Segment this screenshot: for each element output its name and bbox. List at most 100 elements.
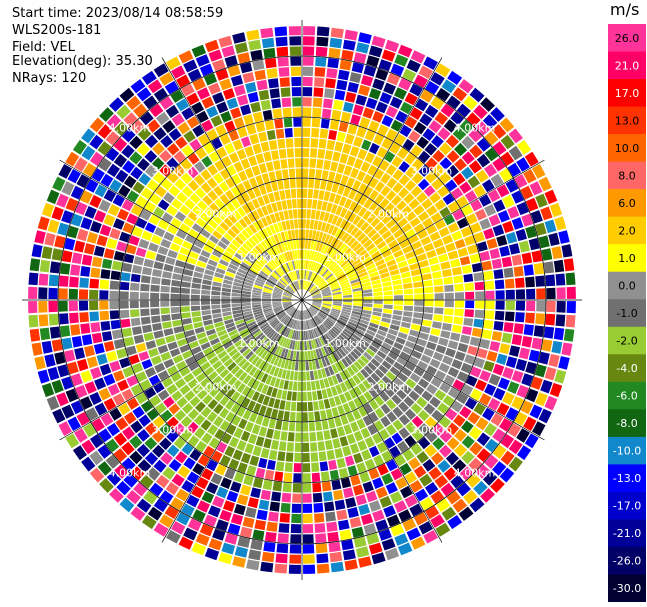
velocity-gate	[383, 300, 393, 305]
velocity-gate	[122, 222, 134, 234]
velocity-gate	[255, 259, 264, 268]
velocity-gate	[254, 358, 263, 368]
velocity-gate	[273, 234, 280, 244]
velocity-gate	[294, 361, 299, 371]
velocity-gate	[336, 163, 346, 174]
velocity-gate	[194, 351, 205, 361]
velocity-gate	[261, 362, 270, 372]
velocity-gate	[180, 429, 193, 442]
velocity-gate	[250, 101, 261, 113]
velocity-gate	[250, 487, 261, 499]
velocity-gate	[353, 397, 363, 408]
velocity-gate	[381, 115, 394, 127]
velocity-gate	[226, 490, 239, 503]
velocity-gate	[232, 256, 242, 264]
velocity-gate	[302, 158, 309, 168]
velocity-gate	[287, 307, 295, 314]
velocity-gate	[391, 432, 403, 445]
velocity-gate	[321, 307, 330, 313]
velocity-gate	[514, 174, 528, 189]
velocity-gate	[339, 529, 352, 541]
velocity-gate	[398, 427, 410, 439]
velocity-gate	[115, 169, 129, 183]
velocity-gate	[103, 341, 115, 352]
velocity-gate	[82, 162, 97, 177]
velocity-gate	[260, 270, 269, 278]
velocity-gate	[443, 119, 458, 133]
velocity-gate	[369, 445, 380, 458]
velocity-gate	[144, 387, 157, 399]
velocity-gate	[295, 260, 299, 270]
velocity-gate	[197, 200, 208, 211]
velocity-gate	[207, 333, 218, 341]
velocity-gate	[302, 320, 304, 330]
velocity-gate	[501, 332, 513, 344]
velocity-gate	[282, 298, 292, 300]
velocity-gate	[414, 344, 425, 353]
velocity-gate	[161, 278, 171, 286]
velocity-gate	[434, 307, 444, 315]
velocity-gate	[291, 391, 297, 401]
velocity-gate	[508, 128, 523, 144]
velocity-gate	[247, 212, 256, 223]
velocity-gate	[287, 360, 293, 370]
velocity-gate	[47, 219, 60, 234]
velocity-gate	[420, 89, 434, 103]
velocity-gate	[122, 160, 136, 174]
velocity-gate	[353, 430, 364, 442]
velocity-gate	[242, 409, 252, 420]
colorbar-tick-label: -21.0	[613, 527, 641, 540]
velocity-gate	[286, 241, 292, 251]
velocity-gate	[431, 178, 444, 191]
velocity-gate	[314, 338, 320, 348]
velocity-gate	[356, 371, 366, 382]
velocity-gate	[523, 324, 534, 336]
velocity-gate	[219, 168, 230, 180]
range-ring-label: 1.00km	[324, 337, 366, 350]
velocity-gate	[513, 266, 524, 277]
velocity-gate	[211, 300, 221, 305]
velocity-gate	[368, 45, 383, 58]
velocity-gate	[398, 509, 412, 522]
velocity-gate	[416, 451, 429, 464]
velocity-gate	[452, 209, 465, 221]
velocity-gate	[258, 163, 268, 174]
velocity-gate	[252, 221, 261, 232]
velocity-gate	[356, 462, 367, 474]
velocity-gate	[404, 180, 417, 192]
velocity-gate	[284, 462, 293, 472]
velocity-gate	[350, 167, 360, 179]
velocity-gate	[80, 396, 93, 410]
velocity-gate	[465, 291, 475, 300]
velocity-gate	[435, 63, 451, 78]
velocity-gate	[511, 190, 524, 204]
velocity-gate	[264, 251, 272, 260]
velocity-gate	[246, 465, 257, 476]
velocity-gate	[94, 184, 108, 198]
velocity-gate	[282, 482, 292, 493]
velocity-gate	[394, 500, 408, 513]
velocity-gate	[119, 87, 135, 103]
velocity-gate	[409, 217, 421, 228]
velocity-gate	[302, 412, 308, 422]
velocity-gate	[196, 260, 207, 268]
velocity-gate	[358, 342, 368, 351]
velocity-gate	[268, 330, 276, 339]
velocity-gate	[221, 383, 231, 394]
velocity-gate	[121, 457, 136, 472]
velocity-gate	[503, 322, 514, 333]
velocity-gate	[310, 305, 319, 312]
velocity-gate	[247, 189, 256, 200]
velocity-gate	[408, 390, 420, 402]
velocity-gate	[271, 439, 280, 450]
velocity-gate	[310, 381, 316, 391]
velocity-gate	[379, 245, 390, 254]
velocity-gate	[289, 329, 294, 339]
velocity-gate	[432, 321, 442, 329]
velocity-gate	[258, 457, 268, 469]
velocity-gate	[103, 214, 116, 227]
velocity-gate	[507, 206, 520, 219]
velocity-gate	[474, 281, 485, 291]
velocity-gate	[363, 523, 377, 535]
velocity-gate	[544, 395, 558, 411]
